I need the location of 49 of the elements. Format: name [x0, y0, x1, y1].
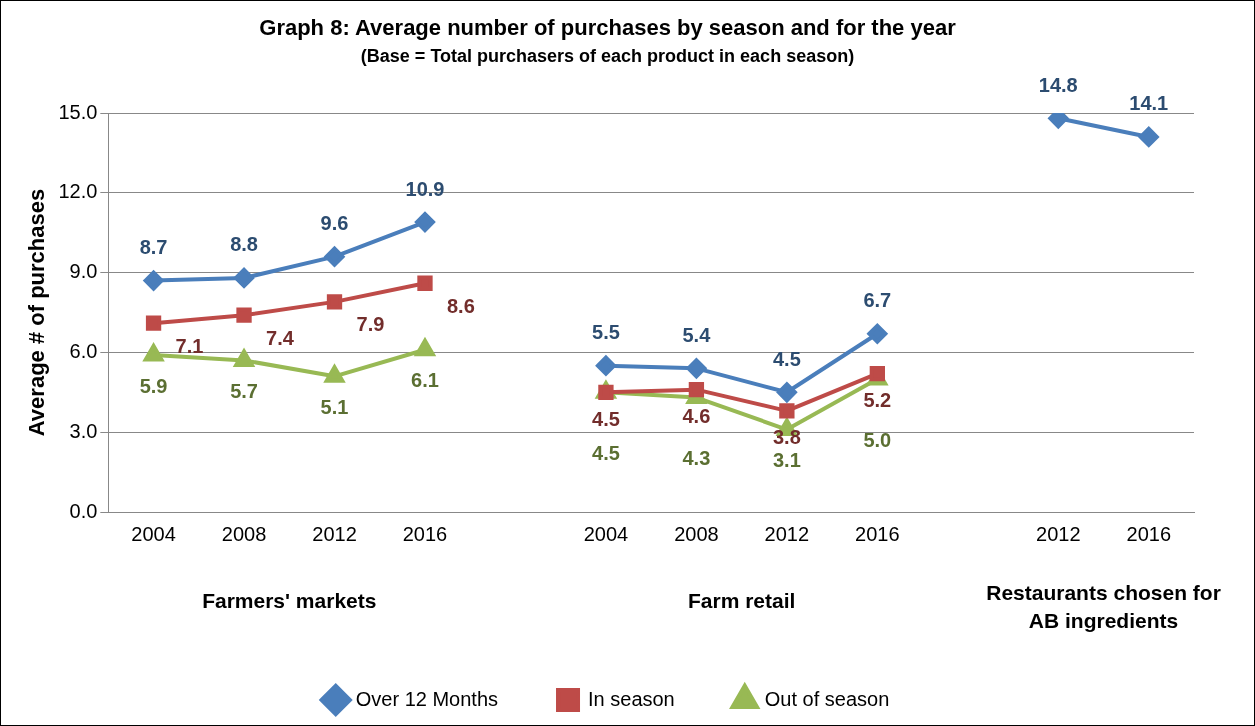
y-tick-label: 0.0: [69, 499, 98, 522]
y-tick-label: 9.0: [69, 260, 98, 283]
data-label: 6.7: [863, 289, 892, 312]
text: Farmers' markets: [202, 588, 377, 612]
data-label: 4.6: [682, 405, 711, 428]
text: Farm retail: [687, 588, 796, 612]
y-tick-label: 15.0: [58, 100, 98, 123]
data-label: 4.3: [682, 447, 711, 470]
x-tick-label: 2012: [1036, 522, 1081, 545]
x-tick-label: 2004: [583, 522, 629, 545]
data-label: 6.1: [411, 369, 439, 392]
legend-label: Over 12 Months: [355, 687, 499, 710]
data-label: 14.1: [1129, 92, 1169, 115]
x-tick-label: 2008: [674, 522, 719, 545]
data-label: 4.5: [592, 441, 620, 464]
x-tick-label: 2012: [312, 522, 357, 545]
x-tick-label: 2016: [1126, 522, 1172, 545]
x-tick-label: 2012: [764, 522, 810, 545]
data-label: 8.6: [446, 294, 475, 317]
data-label: 8.7: [139, 236, 168, 259]
y-tick-label: 3.0: [69, 419, 98, 442]
y-tick-label: 6.0: [69, 339, 98, 362]
data-label: 14.8: [1038, 73, 1078, 96]
data-label: 5.5: [592, 321, 620, 344]
data-label: 8.8: [230, 233, 258, 256]
text: Restaurants chosen for AB ingredients: [986, 580, 1221, 632]
data-label: 5.2: [863, 389, 892, 412]
x-tick-label: 2016: [855, 522, 900, 545]
data-label: 7.4: [266, 326, 295, 349]
legend-label: In season: [588, 687, 675, 710]
data-label: 7.9: [356, 313, 385, 336]
data-label: 5.4: [682, 323, 712, 346]
legend-label: Out of season: [764, 687, 890, 710]
data-label: 4.5: [772, 347, 801, 370]
x-tick-label: 2016: [402, 522, 448, 545]
x-tick-label: 2004: [131, 522, 176, 545]
data-label: 4.5: [592, 407, 620, 430]
y-axis-title: Average # of purchases: [24, 188, 50, 437]
data-label: 9.6: [320, 212, 349, 235]
chart-subtitle: (Base = Total purchasers of each product in each season): [360, 46, 855, 67]
data-label: 7.1: [175, 334, 204, 357]
data-label: 5.0: [863, 428, 892, 451]
data-label: 5.1: [320, 395, 349, 418]
data-label: 3.1: [772, 449, 801, 472]
data-label: 5.7: [230, 379, 258, 402]
x-tick-label: 2008: [221, 522, 267, 545]
chart-title: Graph 8: Average number of purchases by season and for the year: [259, 15, 957, 41]
y-tick-label: 12.0: [58, 180, 98, 203]
data-label: 5.9: [139, 374, 168, 397]
